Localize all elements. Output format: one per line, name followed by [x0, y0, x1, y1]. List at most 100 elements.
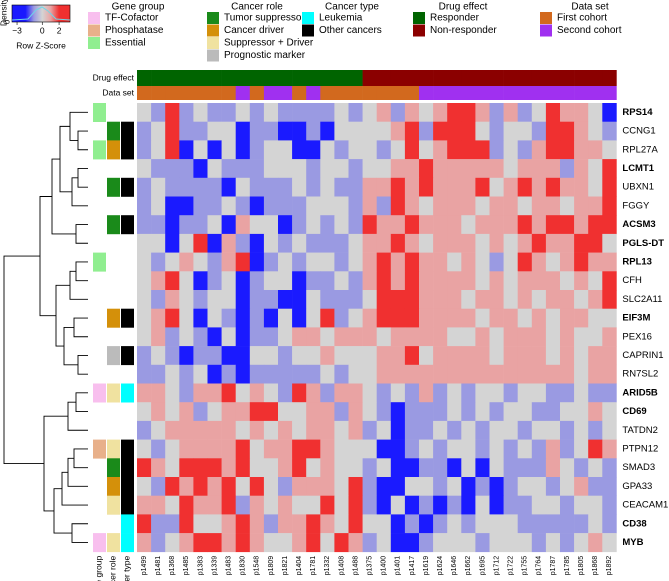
heatmap-cell: [461, 364, 476, 384]
heatmap-cell: [165, 383, 180, 403]
heatmap-cell: [503, 252, 518, 272]
heatmap-cell: [419, 402, 434, 422]
heatmap-cell: [348, 533, 363, 553]
heatmap-cell: [531, 159, 547, 179]
heatmap-cell: [320, 103, 335, 122]
heatmap-cell: [193, 233, 208, 253]
column-label: p1548: [254, 556, 261, 576]
legend-title: Drug effect: [439, 2, 488, 13]
heatmap-cell: [235, 121, 251, 141]
row-annotation-cell: [107, 346, 120, 366]
heatmap-cell: [179, 271, 194, 291]
heatmap-cell: [390, 327, 406, 347]
heatmap-cell: [447, 308, 462, 328]
heatmap-cell: [221, 308, 236, 328]
row-annotation-cell: [121, 121, 134, 141]
column-label: p1662: [465, 556, 472, 576]
heatmap-cell: [221, 177, 236, 197]
heatmap-cell: [292, 383, 307, 403]
heatmap-cell: [179, 495, 194, 515]
heatmap-cell: [362, 533, 377, 553]
heatmap-cell: [560, 364, 575, 384]
heatmap-cell: [221, 252, 236, 272]
heatmap-cell: [602, 121, 617, 141]
heatmap-cell: [390, 495, 406, 515]
heatmap-cell: [602, 252, 617, 272]
heatmap-cell: [207, 514, 222, 534]
heatmap-cell: [390, 402, 406, 422]
legend-label: Essential: [105, 38, 146, 49]
heatmap-cell: [235, 514, 251, 534]
heatmap-cell: [306, 439, 321, 459]
heatmap-cell: [334, 327, 349, 347]
heatmap-cell: [517, 439, 533, 459]
row-label: ACSM3: [622, 219, 655, 230]
heatmap-cell: [221, 121, 236, 141]
heatmap-cell: [137, 121, 152, 141]
heatmap-cell: [306, 121, 321, 141]
heatmap-cell: [419, 271, 434, 291]
legend-label: Leukemia: [319, 13, 363, 24]
heatmap-cell: [545, 383, 561, 403]
heatmap-cell: [362, 233, 377, 253]
heatmap-cell: [419, 420, 434, 440]
heatmap-cell: [404, 514, 420, 534]
heatmap-cell: [179, 177, 194, 197]
heatmap-cell: [320, 121, 335, 141]
heatmap-cell: [137, 290, 152, 309]
heatmap-cell: [461, 383, 476, 403]
heatmap-cell: [376, 514, 392, 534]
heatmap-cell: [433, 383, 448, 403]
heatmap-cell: [249, 140, 265, 160]
heatmap-cell: [179, 233, 194, 253]
heatmap-cell: [165, 196, 180, 216]
heatmap-cell: [334, 514, 349, 534]
heatmap-cell: [165, 477, 180, 496]
heatmap-cell: [602, 290, 617, 309]
heatmap-cell: [433, 177, 448, 197]
heatmap-cell: [588, 458, 603, 478]
heatmap-cell: [574, 121, 589, 141]
heatmap-cell: [433, 290, 448, 309]
heatmap-cell: [461, 290, 476, 309]
heatmap-cell: [390, 159, 406, 179]
heatmap-cell: [602, 402, 617, 422]
heatmap-cell: [475, 327, 490, 347]
heatmap-cell: [461, 458, 476, 478]
heatmap-cell: [165, 140, 180, 160]
row-label: LCMT1: [622, 163, 654, 174]
heatmap-cell: [235, 271, 251, 291]
heatmap-cell: [292, 159, 307, 179]
column-annotation-cell: [560, 86, 575, 100]
heatmap-cell: [193, 439, 208, 459]
heatmap-cell: [602, 458, 617, 478]
heatmap-cell: [489, 533, 504, 553]
heatmap-cell: [376, 233, 392, 253]
heatmap-cell: [433, 140, 448, 160]
heatmap-cell: [348, 140, 363, 160]
heatmap-cell: [207, 177, 222, 197]
column-label: p1830: [240, 556, 247, 576]
heatmap-cell: [447, 346, 462, 366]
column-annotation-cell: [447, 86, 462, 100]
row-annotation-cell: [121, 177, 134, 197]
heatmap-cell: [574, 196, 589, 216]
row-annotation-label: Cancer type: [122, 556, 132, 581]
heatmap-cell: [447, 121, 462, 141]
heatmap-cell: [376, 346, 392, 366]
heatmap-cell: [461, 177, 476, 197]
legend-title: Cancer type: [325, 2, 379, 13]
heatmap-cell: [249, 364, 265, 384]
heatmap-cell: [419, 233, 434, 253]
heatmap-cell: [151, 346, 166, 366]
column-annotation-cell: [137, 70, 152, 86]
heatmap-cell: [503, 439, 518, 459]
heatmap-cell: [263, 420, 279, 440]
heatmap-cell: [292, 533, 307, 553]
heatmap-cell: [151, 103, 166, 122]
heatmap-cell: [137, 477, 152, 496]
heatmap-cell: [404, 271, 420, 291]
heatmap-cell: [151, 215, 166, 235]
heatmap-cell: [292, 495, 307, 515]
key-ylabel: Density: [0, 0, 8, 26]
